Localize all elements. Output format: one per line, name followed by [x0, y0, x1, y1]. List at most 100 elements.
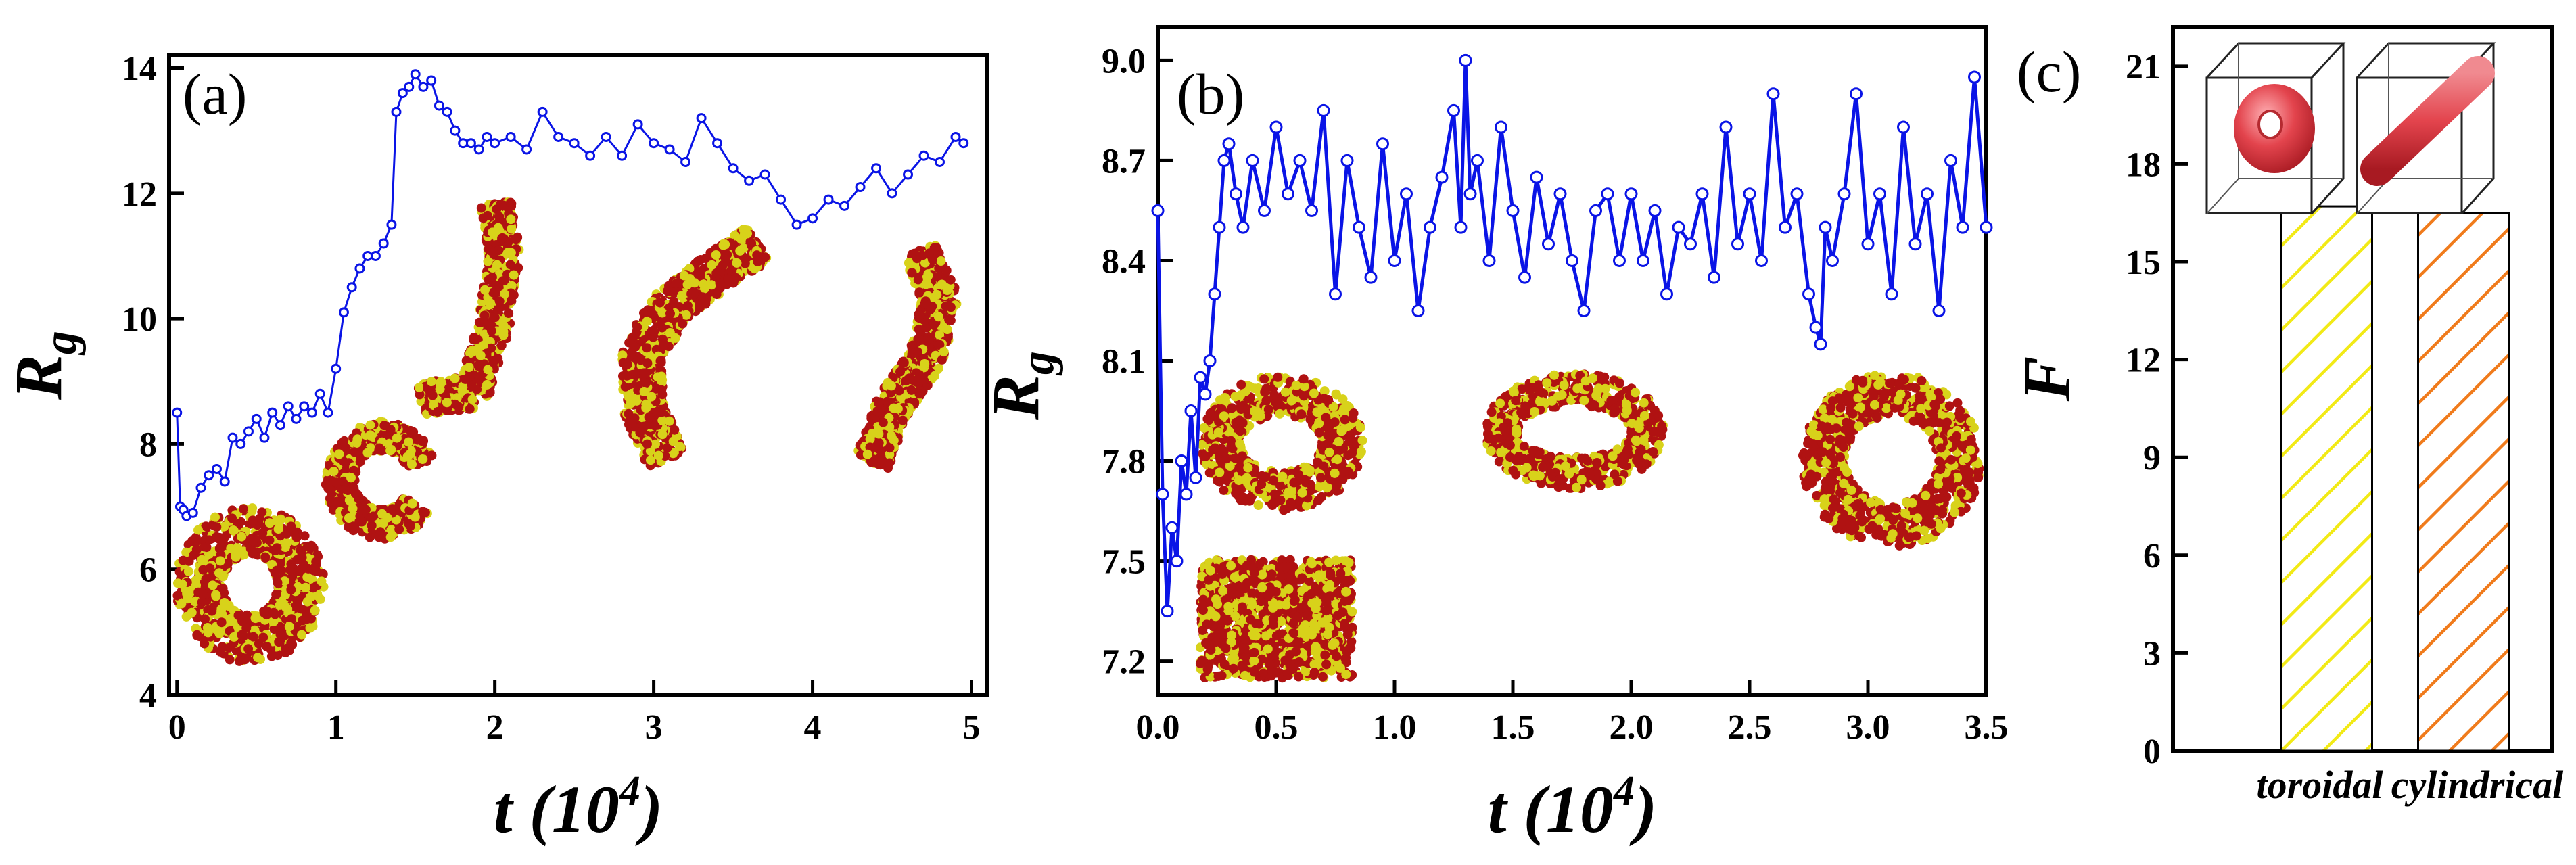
data-point-b — [1203, 354, 1217, 367]
snapshots-b — [1195, 369, 1984, 683]
data-point-a — [362, 250, 373, 261]
snapshot-collapsing-ring-b — [1196, 372, 1367, 515]
x-tick-label-a-0: 0 — [168, 708, 186, 747]
plot-frame-a — [167, 53, 989, 697]
data-point-b — [1156, 488, 1169, 501]
axes-b: 0.0 0.5 1.0 1.5 2.0 2.5 3.0 3.5 7.2 7.5 7.8 8.1 8.4 8… — [1102, 42, 2009, 747]
data-point-a — [418, 81, 429, 92]
y-tick-label-a-3: 10 — [122, 300, 157, 339]
data-point-b — [1471, 154, 1484, 167]
snapshot-torus-b — [1798, 371, 1984, 551]
panel-c: (c) 0 3 6 9 12 15 18 21 toroidal cylindrical F — [2009, 25, 2564, 807]
data-point-a — [338, 307, 349, 318]
data-point-b — [1246, 154, 1259, 167]
data-point-a — [354, 263, 365, 274]
data-point-b — [1553, 187, 1567, 201]
snapshot-open-ring-a — [321, 417, 437, 544]
data-point-b — [1175, 454, 1188, 468]
data-point-b — [1819, 220, 1832, 234]
data-point-b — [1921, 187, 1934, 201]
data-point-a — [275, 420, 285, 431]
data-point-b — [1400, 187, 1413, 201]
data-point-b — [1779, 220, 1792, 234]
data-point-a — [903, 169, 914, 180]
data-point-b — [1530, 170, 1543, 184]
data-point-a — [267, 407, 278, 418]
data-point-b — [1684, 237, 1697, 251]
y-tick-label-c-5: 15 — [2126, 243, 2161, 282]
data-point-a — [569, 138, 580, 149]
data-point-b — [1217, 154, 1231, 167]
data-point-a — [807, 213, 818, 224]
data-point-b — [1601, 187, 1614, 201]
x-tick-label-a-5: 5 — [963, 708, 981, 747]
data-point-a — [323, 407, 333, 418]
snapshots-a — [172, 197, 962, 666]
data-point-a — [331, 363, 342, 374]
snapshot-arc-a — [413, 197, 524, 419]
data-point-a — [243, 426, 254, 437]
snapshot-globule-b — [1195, 555, 1357, 683]
data-point-a — [839, 200, 850, 211]
data-point-b — [1766, 87, 1780, 101]
snapshot-ring-b — [1482, 369, 1668, 494]
data-point-b — [1814, 337, 1827, 351]
data-point-a — [306, 407, 317, 418]
data-point-a — [521, 144, 532, 155]
data-point-b — [1826, 254, 1839, 267]
ylabel-b: Rg — [978, 351, 1064, 421]
data-point-b — [1624, 187, 1638, 201]
panel-b: (b) 0.0 0.5 1.0 1.5 2.0 2.5 3.0 3.5 7.2 7.5 7.8 8.1… — [978, 25, 2009, 847]
data-point-a — [712, 138, 723, 149]
data-point-b — [1743, 187, 1756, 201]
data-point-a — [617, 150, 628, 161]
data-point-b — [1589, 204, 1602, 217]
y-tick-label-a-0: 4 — [139, 676, 157, 715]
y-tick-label-c-0: 0 — [2143, 732, 2161, 771]
data-point-b — [1518, 271, 1531, 284]
data-point-b — [1719, 120, 1733, 134]
x-tick-label-b-5: 2.5 — [1728, 708, 1772, 747]
data-point-a — [855, 182, 866, 193]
data-point-b — [1542, 237, 1555, 251]
data-point-a — [450, 125, 461, 136]
data-point-a — [935, 157, 945, 167]
data-point-a — [744, 175, 755, 186]
data-point-b — [1577, 304, 1591, 317]
data-point-b — [1388, 254, 1401, 267]
data-point-b — [1708, 271, 1720, 284]
data-point-a — [490, 138, 500, 149]
data-point-a — [259, 432, 270, 443]
data-point-b — [1637, 254, 1649, 267]
data-point-a — [950, 131, 961, 142]
data-point-b — [1459, 53, 1472, 67]
data-point-a — [187, 507, 198, 518]
data-point-b — [1364, 271, 1378, 284]
data-point-b — [1411, 304, 1425, 317]
data-point-a — [299, 401, 310, 412]
bar-toroidal — [2280, 205, 2373, 752]
data-point-a — [283, 401, 294, 412]
data-point-a — [601, 131, 611, 142]
data-point-b — [1944, 154, 1957, 167]
data-point-b — [1454, 220, 1468, 234]
data-point-b — [1956, 220, 1969, 234]
data-point-a — [505, 131, 516, 142]
data-point-b — [1317, 103, 1330, 117]
data-point-b — [1861, 237, 1875, 251]
data-point-a — [378, 238, 389, 249]
data-point-b — [1222, 137, 1236, 151]
data-point-a — [391, 106, 402, 117]
xlabel-b: t (104) — [1488, 768, 1657, 847]
data-point-b — [1809, 321, 1823, 334]
y-tick-label-b-0: 7.2 — [1102, 643, 1146, 682]
data-point-a — [918, 150, 929, 161]
data-point-b — [1908, 237, 1922, 251]
data-point-a — [172, 407, 183, 418]
x-tick-label-b-7: 3.5 — [1965, 708, 2009, 747]
snapshot-torus-a — [172, 503, 329, 666]
data-point-b — [1179, 488, 1193, 501]
data-point-b — [1932, 304, 1946, 317]
data-point-a — [442, 106, 452, 117]
